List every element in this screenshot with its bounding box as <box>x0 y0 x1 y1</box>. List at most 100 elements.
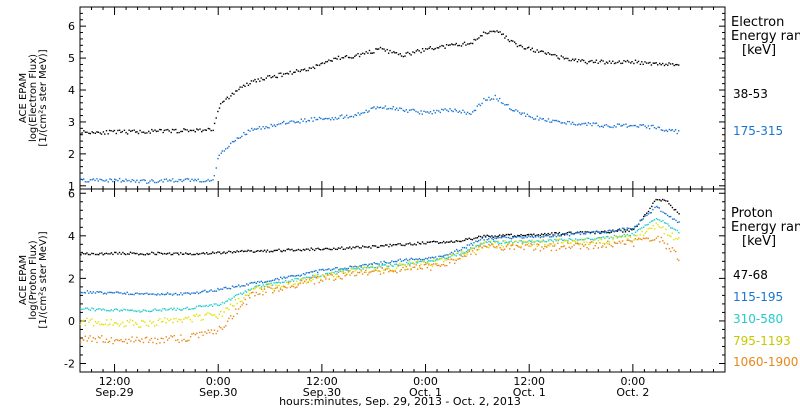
data-point <box>473 109 476 112</box>
data-point <box>431 265 434 267</box>
data-point <box>476 249 478 251</box>
data-point <box>426 261 429 263</box>
data-point <box>402 109 404 112</box>
data-point <box>633 124 635 127</box>
data-point <box>621 227 624 229</box>
data-point <box>614 241 616 244</box>
data-point <box>235 308 237 310</box>
y-tick-label: 2 <box>68 272 75 285</box>
data-point <box>217 287 219 290</box>
data-point <box>384 269 386 271</box>
data-point <box>328 59 330 61</box>
data-point <box>134 181 137 183</box>
data-point <box>102 293 105 295</box>
data-point <box>605 61 608 63</box>
data-point <box>160 337 162 339</box>
data-point <box>89 253 91 256</box>
data-point <box>631 232 633 235</box>
data-point <box>307 69 309 72</box>
data-point <box>504 37 506 39</box>
data-point <box>481 102 483 105</box>
data-point <box>657 218 659 221</box>
data-point <box>115 179 117 181</box>
data-point <box>489 236 492 238</box>
data-point <box>379 46 382 49</box>
data-point <box>458 254 461 256</box>
data-point <box>452 241 454 243</box>
data-point <box>530 49 532 51</box>
data-point <box>344 116 346 118</box>
data-point <box>354 247 356 249</box>
data-point <box>175 128 177 131</box>
series-175-315 <box>80 94 680 184</box>
data-point <box>114 340 116 342</box>
data-point <box>583 233 585 235</box>
data-point <box>446 259 448 261</box>
data-point <box>325 269 327 271</box>
data-point <box>360 269 362 271</box>
data-point <box>425 263 427 265</box>
data-point <box>408 109 411 111</box>
data-point <box>302 69 304 71</box>
data-point <box>130 340 132 342</box>
data-point <box>170 131 172 134</box>
data-point <box>386 48 388 51</box>
data-point <box>150 337 153 340</box>
data-point <box>655 237 658 239</box>
electron-legend-title-1: Electron <box>731 15 784 30</box>
data-point <box>136 252 138 255</box>
data-point <box>276 285 279 287</box>
data-point <box>378 270 380 272</box>
data-point <box>260 288 263 290</box>
data-point <box>302 120 304 122</box>
data-point <box>257 127 259 130</box>
data-point <box>500 248 503 251</box>
proton-legend: Proton Energy range [keV] 47-68 115-195 … <box>731 206 800 369</box>
data-point <box>328 117 330 120</box>
data-point <box>284 277 286 279</box>
data-point <box>238 88 240 91</box>
data-point <box>121 130 124 133</box>
data-point <box>115 251 117 254</box>
data-point <box>350 248 353 250</box>
data-point <box>130 293 132 295</box>
data-point <box>507 233 509 236</box>
data-point <box>354 275 356 277</box>
data-point <box>524 48 527 50</box>
data-point <box>280 250 282 252</box>
data-point <box>336 118 338 120</box>
data-point <box>213 303 216 305</box>
data-point <box>355 245 357 248</box>
data-point <box>476 244 478 247</box>
data-point <box>204 129 206 131</box>
data-point <box>212 305 214 307</box>
data-point <box>316 118 319 121</box>
data-point <box>213 122 216 125</box>
data-point <box>446 254 448 256</box>
data-point <box>250 281 253 284</box>
data-point <box>196 291 198 293</box>
data-point <box>176 132 178 134</box>
data-point <box>308 67 311 69</box>
data-point <box>334 273 337 275</box>
data-point <box>512 237 514 239</box>
x-tick-label-date: Oct. 2 <box>616 386 649 399</box>
data-point <box>596 230 598 233</box>
data-point <box>313 274 316 277</box>
data-point <box>326 247 328 250</box>
data-point <box>520 113 522 116</box>
data-point <box>481 243 483 245</box>
data-point <box>499 31 501 33</box>
data-point <box>549 243 551 245</box>
data-point <box>429 260 432 262</box>
data-point <box>612 230 614 232</box>
data-point <box>124 309 127 311</box>
data-point <box>650 220 653 222</box>
data-point <box>628 235 630 237</box>
data-point <box>241 135 243 138</box>
data-point <box>673 64 675 67</box>
data-point <box>118 292 120 294</box>
data-point <box>415 50 417 52</box>
data-point <box>310 280 313 282</box>
data-point <box>560 122 562 124</box>
